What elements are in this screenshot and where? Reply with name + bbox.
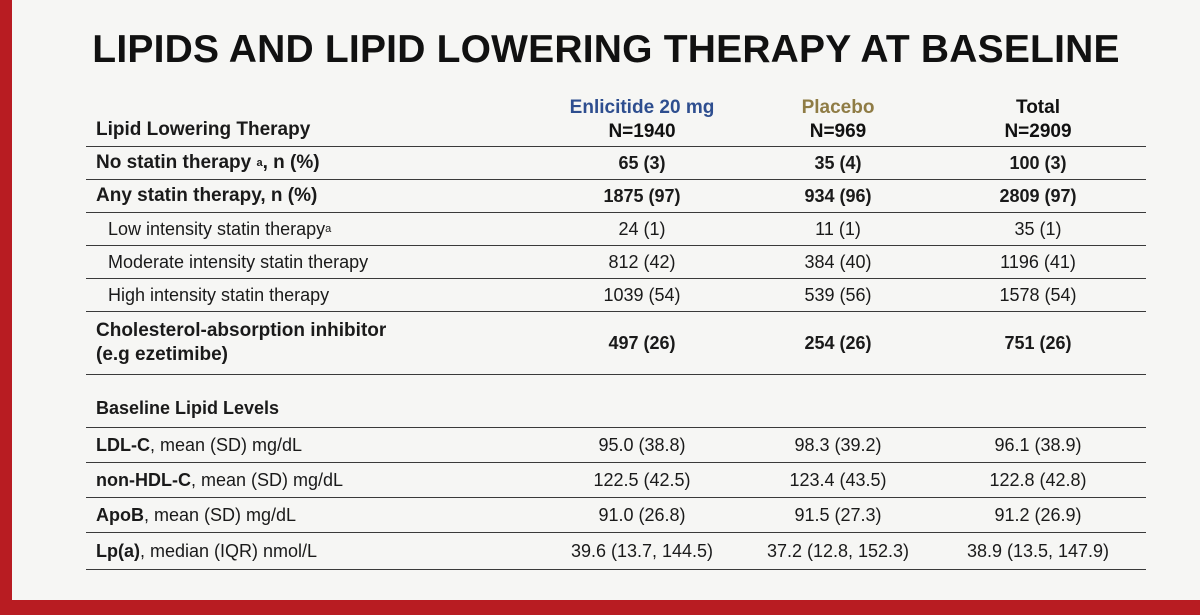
lipid-section-header: Baseline Lipid Levels [96, 398, 280, 418]
row-label: Moderate intensity statin therapy [108, 251, 369, 272]
cell-total: 1578 (54) [999, 284, 1077, 305]
row-label: Lp(a), median (IQR) nmol/L [96, 533, 317, 569]
column-n: N=2909 [1004, 121, 1072, 142]
table-row: Low intensity statin therapy a 24 (1) 11 … [86, 213, 1146, 246]
cell-total: 96.1 (38.9) [994, 434, 1082, 455]
cell-enlicitide: 39.6 (13.7, 144.5) [570, 540, 714, 561]
row-label-suffix: , n (%) [262, 152, 320, 173]
table-row: ApoB, mean (SD) mg/dL 91.0 (26.8) 91.5 (… [86, 498, 1146, 533]
cell-placebo: 91.5 (27.3) [794, 504, 882, 525]
row-label: Any statin therapy, n (%) [96, 185, 318, 206]
cell-enlicitide: 24 (1) [618, 218, 666, 239]
row-label-name: ApoB [96, 504, 144, 525]
cell-enlicitide: 95.0 (38.8) [598, 434, 686, 455]
row-label: LDL-C, mean (SD) mg/dL [96, 428, 302, 462]
therapy-section-header: Lipid Lowering Therapy [96, 119, 311, 140]
row-label: High intensity statin therapy [108, 284, 330, 305]
row-label-line1: Cholesterol-absorption inhibitor [96, 320, 387, 341]
row-label-desc: , mean (SD) mg/dL [144, 504, 297, 525]
cell-placebo: 98.3 (39.2) [794, 434, 882, 455]
row-label: ApoB, mean (SD) mg/dL [96, 498, 296, 532]
cell-total: 91.2 (26.9) [994, 504, 1082, 525]
cell-total: 2809 (97) [999, 185, 1077, 206]
row-label-desc: , mean (SD) mg/dL [190, 469, 344, 490]
column-n: N=969 [809, 121, 867, 142]
cell-total: 1196 (41) [1000, 251, 1076, 272]
column-name: Total [1016, 97, 1060, 118]
row-label-name: LDL-C [96, 434, 150, 455]
column-name: Placebo [801, 97, 875, 118]
row-label: Low intensity statin therapy a [108, 218, 332, 239]
row-label-name: Lp(a) [96, 540, 140, 561]
cell-total: 100 (3) [1009, 152, 1067, 173]
row-label: non-HDL-C, mean (SD) mg/dL [96, 463, 343, 497]
slide: LIPIDS AND LIPID LOWERING THERAPY AT BAS… [12, 0, 1200, 600]
column-name: Enlicitide 20 mg [569, 97, 715, 118]
column-header-enlicitide: Enlicitide 20 mg N=1940 [552, 96, 732, 144]
table-row: High intensity statin therapy 1039 (54) … [86, 279, 1146, 312]
cell-total: 38.9 (13.5, 147.9) [966, 540, 1110, 561]
cell-enlicitide: 91.0 (26.8) [598, 504, 686, 525]
cell-placebo: 934 (96) [804, 185, 872, 206]
cell-enlicitide: 812 (42) [608, 251, 676, 272]
cell-enlicitide: 65 (3) [618, 152, 666, 173]
row-label-desc: , mean (SD) mg/dL [149, 434, 303, 455]
table-row: non-HDL-C, mean (SD) mg/dL 122.5 (42.5) … [86, 463, 1146, 498]
row-label-name: non-HDL-C [96, 469, 191, 490]
table-row: Moderate intensity statin therapy 812 (4… [86, 246, 1146, 279]
cell-placebo: 384 (40) [804, 251, 872, 272]
cell-placebo: 539 (56) [804, 284, 872, 305]
row-label-text: No statin therapy [96, 152, 252, 173]
row-label: No statin therapy a, n (%) [96, 152, 320, 173]
cell-total: 751 (26) [1004, 332, 1072, 353]
row-label: Cholesterol-absorption inhibitor (e.g ez… [96, 312, 386, 374]
cell-placebo: 35 (4) [814, 152, 862, 173]
cell-placebo: 11 (1) [815, 218, 861, 239]
row-label-desc: , median (IQR) nmol/L [140, 540, 318, 561]
table-row: No statin therapy a, n (%) 65 (3) 35 (4)… [86, 147, 1146, 180]
column-n: N=1940 [608, 121, 676, 142]
table-row: LDL-C, mean (SD) mg/dL 95.0 (38.8) 98.3 … [86, 428, 1146, 463]
row-label-text: Low intensity statin therapy [108, 218, 326, 239]
cell-enlicitide: 497 (26) [608, 332, 676, 353]
table-header-row: Baseline Lipid Levels [86, 375, 1146, 428]
table-row: Lp(a), median (IQR) nmol/L 39.6 (13.7, 1… [86, 533, 1146, 570]
column-header-placebo: Placebo N=969 [748, 96, 928, 144]
row-label-line2: (e.g ezetimibe) [96, 344, 228, 365]
cell-total: 122.8 (42.8) [989, 469, 1087, 490]
cell-enlicitide: 122.5 (42.5) [593, 469, 691, 490]
cell-placebo: 123.4 (43.5) [789, 469, 887, 490]
slide-title: LIPIDS AND LIPID LOWERING THERAPY AT BAS… [92, 28, 1120, 71]
table-row: Any statin therapy, n (%) 1875 (97) 934 … [86, 180, 1146, 213]
table-header-row: Lipid Lowering Therapy [86, 114, 1146, 147]
cell-placebo: 254 (26) [804, 332, 872, 353]
table-row: Cholesterol-absorption inhibitor (e.g ez… [86, 312, 1146, 375]
cell-enlicitide: 1875 (97) [603, 185, 681, 206]
cell-placebo: 37.2 (12.8, 152.3) [766, 540, 910, 561]
cell-total: 35 (1) [1014, 218, 1062, 239]
cell-enlicitide: 1039 (54) [603, 284, 681, 305]
column-header-total: Total N=2909 [948, 96, 1128, 144]
